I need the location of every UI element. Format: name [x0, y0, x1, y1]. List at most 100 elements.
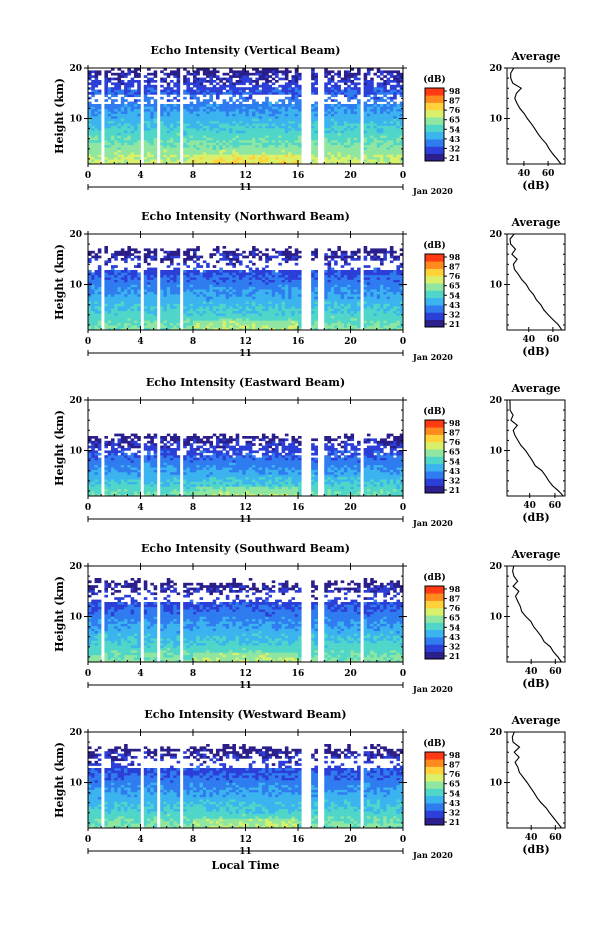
heatmap-cell	[255, 128, 259, 131]
heatmap-cell	[245, 272, 250, 276]
heatmap-cell	[147, 315, 151, 319]
heatmap-cell	[343, 156, 348, 160]
heatmap-cell	[176, 125, 181, 129]
heatmap-cell	[176, 318, 181, 321]
heatmap-cell	[380, 140, 384, 143]
heatmap-cell	[278, 99, 282, 102]
heatmap-cell	[357, 72, 361, 76]
heatmap-cell	[222, 159, 227, 162]
heatmap-cell	[170, 258, 174, 261]
heatmap-cell	[268, 140, 273, 143]
heatmap-cell	[334, 137, 338, 141]
heatmap-cell	[255, 137, 259, 141]
heatmap-cell	[215, 274, 220, 278]
heatmap-cell	[147, 142, 151, 146]
colorbar-swatch	[425, 130, 444, 133]
heatmap-cell	[94, 84, 99, 88]
heatmap-cell	[281, 137, 286, 141]
heatmap-cell	[311, 132, 315, 136]
heatmap-cell	[143, 248, 148, 252]
heatmap-cell	[294, 313, 299, 316]
heatmap-cell	[88, 108, 92, 112]
heatmap-cell	[252, 154, 256, 158]
heatmap-cell	[380, 152, 384, 155]
heatmap-cell	[166, 120, 171, 124]
heatmap-cell	[291, 144, 296, 148]
heatmap-cell	[337, 116, 341, 119]
heatmap-cell	[94, 320, 99, 324]
colorbar-swatch	[425, 95, 444, 97]
heatmap-cell	[202, 130, 207, 134]
heatmap-cell	[314, 111, 318, 114]
heatmap-cell	[271, 296, 276, 300]
heatmap-cell	[160, 77, 164, 81]
heatmap-cell	[288, 116, 292, 119]
heatmap-cell	[209, 255, 213, 259]
heatmap-cell	[147, 327, 151, 331]
heatmap-cell	[94, 75, 99, 78]
heatmap-cell	[196, 106, 200, 110]
heatmap-cell	[245, 104, 250, 107]
heatmap-cell	[337, 140, 341, 143]
heatmap-cell	[206, 270, 210, 273]
heatmap-cell	[94, 313, 99, 316]
heatmap-cell	[265, 128, 269, 131]
heatmap-cell	[186, 80, 191, 83]
heatmap-cell	[215, 149, 220, 153]
heatmap-cell	[357, 144, 361, 148]
heatmap-cell	[399, 130, 404, 134]
heatmap-cell	[298, 101, 302, 105]
heatmap-cell	[294, 291, 299, 295]
heatmap-cell	[130, 125, 135, 129]
heatmap-cell	[275, 118, 279, 122]
heatmap-cell	[193, 282, 197, 285]
heatmap-cell	[222, 310, 227, 314]
heatmap-cell	[242, 77, 246, 81]
heatmap-cell	[252, 118, 256, 122]
heatmap-cell	[235, 296, 240, 300]
heatmap-cell	[298, 296, 302, 300]
heatmap-cell	[153, 137, 158, 141]
heatmap-cell	[327, 80, 332, 83]
heatmap-cell	[88, 130, 92, 134]
heatmap-cell	[373, 149, 378, 153]
heatmap-cell	[252, 149, 256, 153]
heatmap-cell	[91, 130, 95, 134]
heatmap-cell	[353, 75, 358, 78]
heatmap-cell	[209, 282, 213, 285]
heatmap-cell	[124, 89, 128, 93]
heatmap-cell	[160, 284, 164, 288]
heatmap-cell	[337, 111, 341, 114]
heatmap-cell	[209, 72, 213, 76]
heatmap-cell	[212, 142, 217, 146]
heatmap-cell	[183, 80, 187, 83]
heatmap-cell	[170, 270, 174, 273]
heatmap-cell	[222, 108, 227, 112]
heatmap-cell	[294, 270, 299, 273]
heatmap-cell	[268, 128, 273, 131]
heatmap-cell	[206, 274, 210, 278]
heatmap-cell	[235, 284, 240, 288]
heatmap-cell	[294, 111, 299, 114]
heatmap-cell	[212, 72, 217, 76]
heatmap-cell	[88, 77, 92, 81]
heatmap-cell	[330, 142, 335, 146]
heatmap-cell	[242, 140, 246, 143]
heatmap-cell	[357, 152, 361, 155]
heatmap-cell	[337, 128, 341, 131]
heatmap-cell	[94, 156, 99, 160]
heatmap-cell	[327, 72, 332, 76]
heatmap-cell	[209, 284, 213, 288]
heatmap-cell	[298, 132, 302, 136]
heatmap-cell	[370, 135, 374, 138]
heatmap-cell	[376, 152, 381, 155]
heatmap-cell	[393, 84, 397, 88]
heatmap-cell	[114, 125, 118, 129]
heatmap-cell	[212, 154, 217, 158]
heatmap-cell	[150, 108, 154, 112]
heatmap-cell	[124, 130, 128, 134]
heatmap-cell	[189, 118, 194, 122]
colorbar-swatch	[425, 117, 444, 119]
heatmap-cell	[186, 250, 191, 254]
heatmap-cell	[294, 159, 299, 162]
